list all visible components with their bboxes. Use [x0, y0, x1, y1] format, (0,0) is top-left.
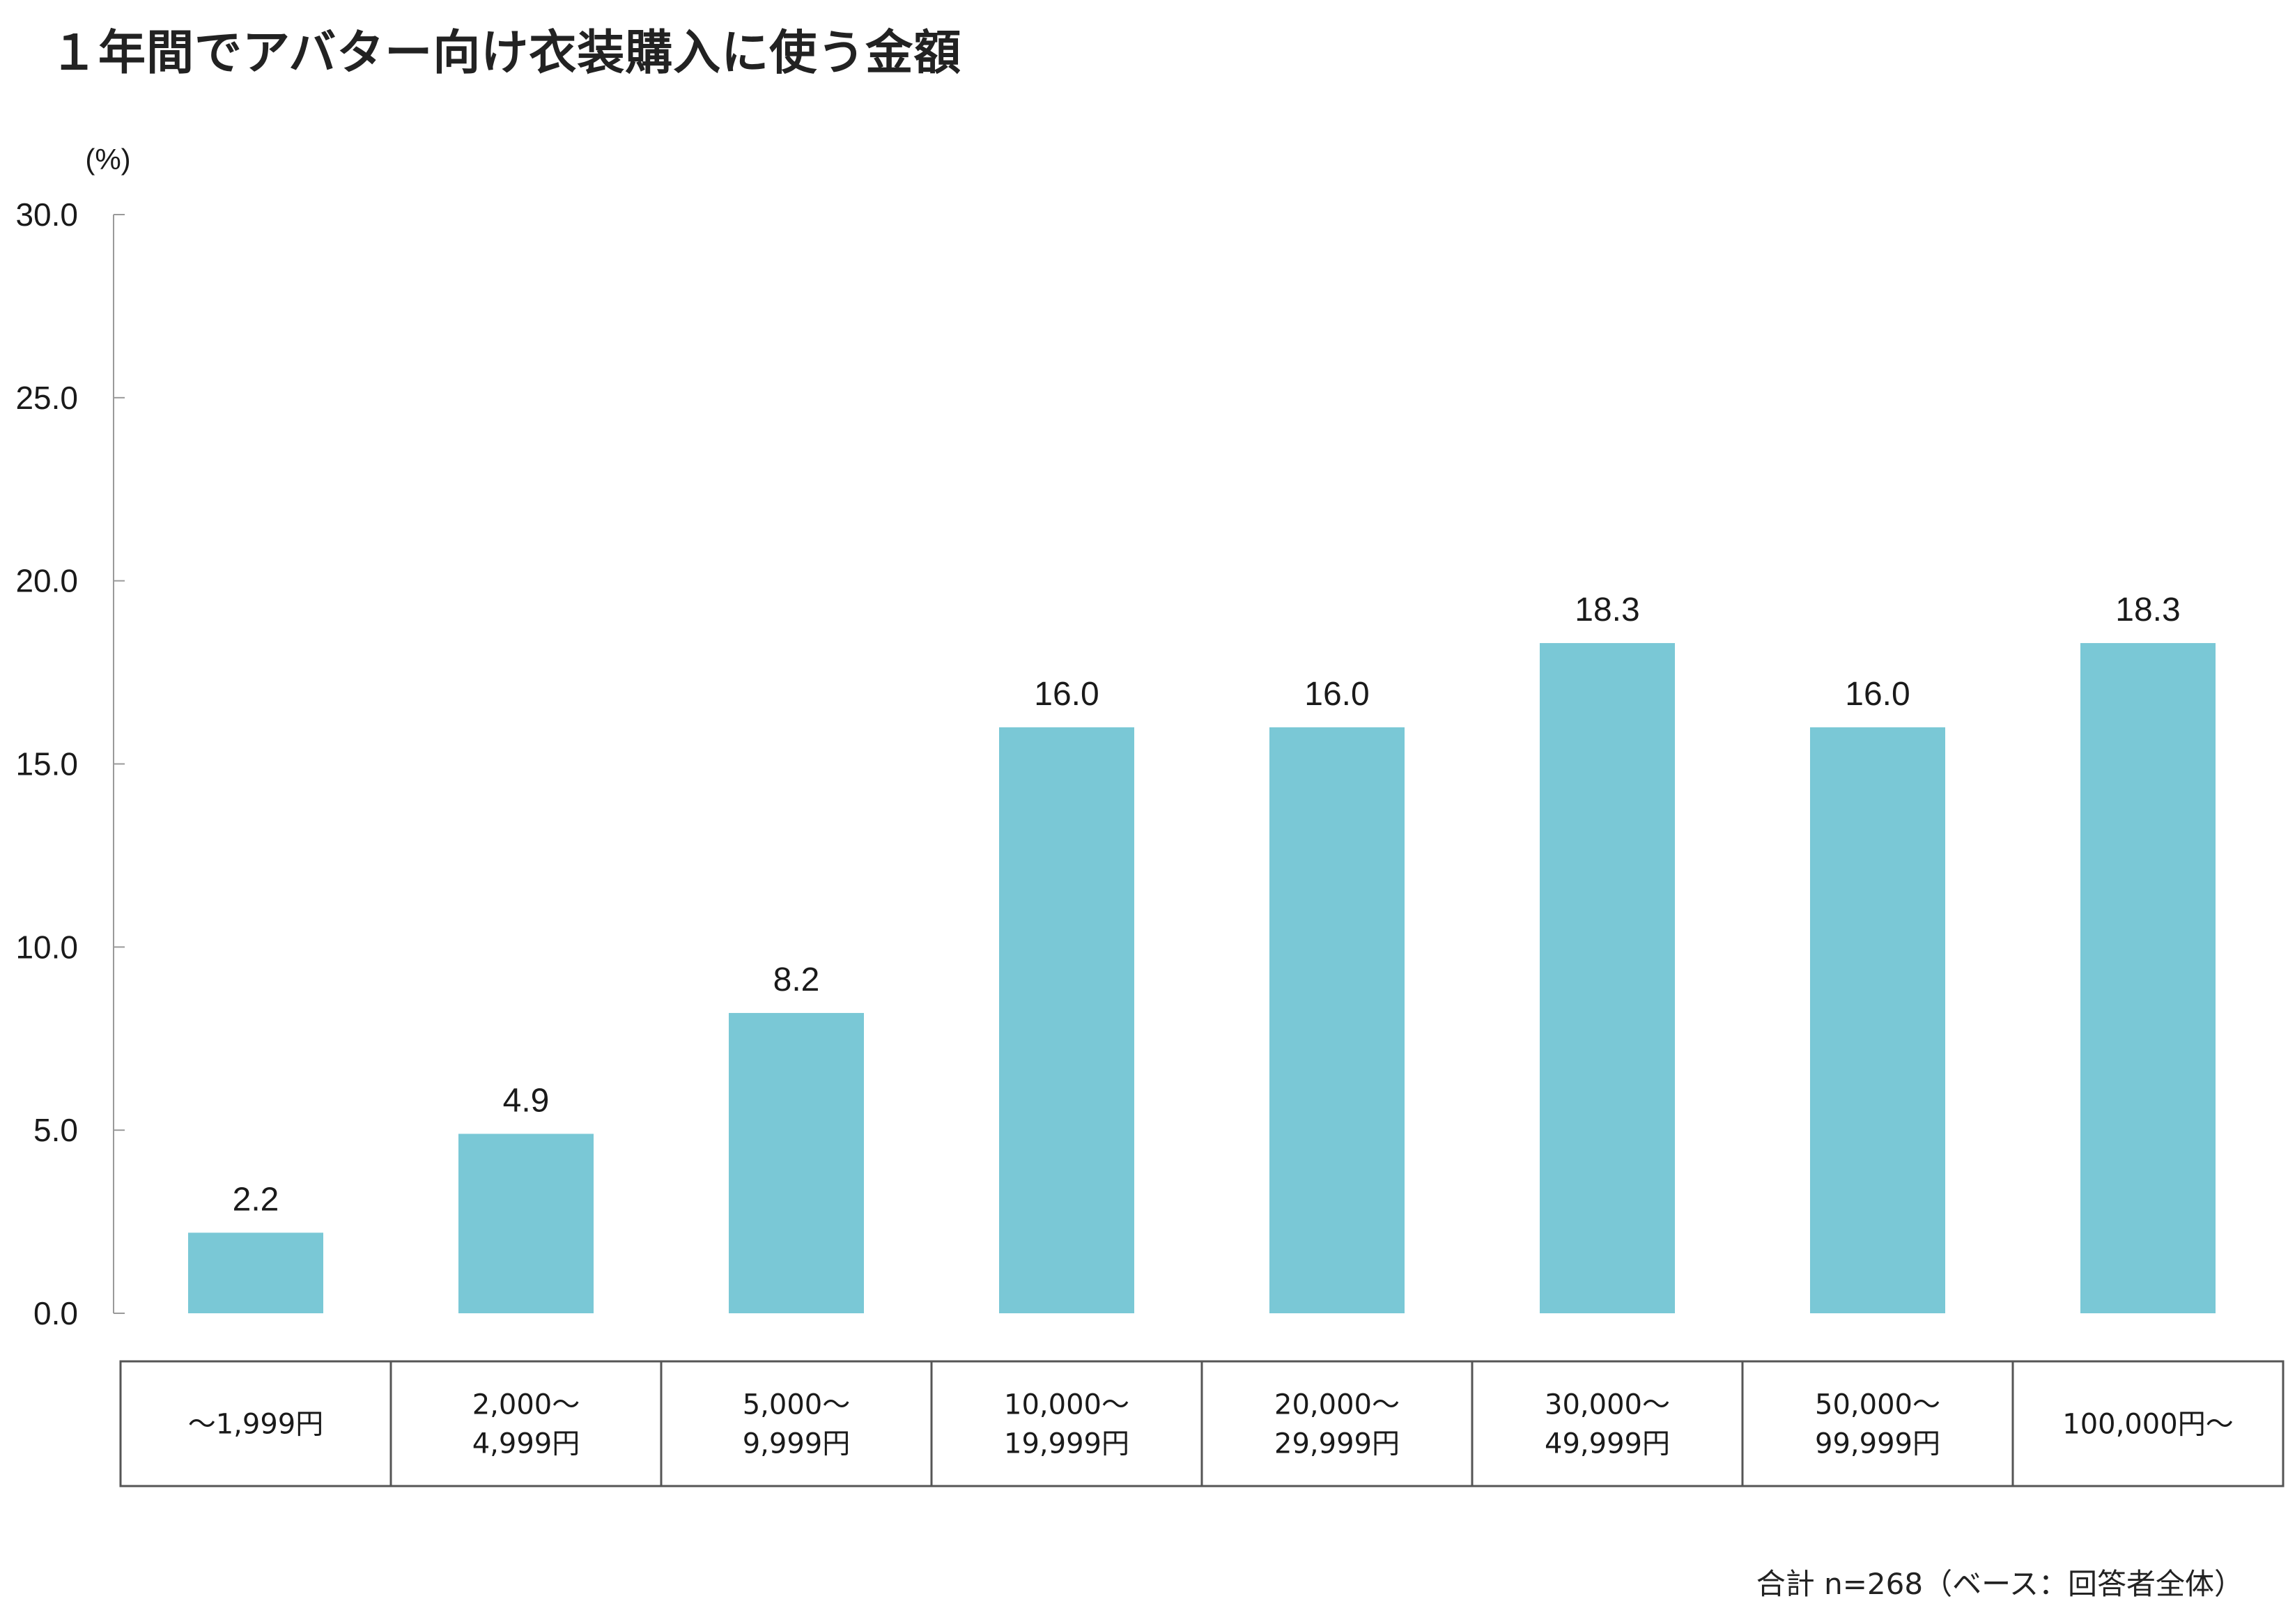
data-labels: 2.2 4.9 8.2 16.0 16.0 18.3 16.0 18.3 — [233, 591, 2181, 1218]
category-label: 5,000～ — [743, 1389, 851, 1421]
bar — [1810, 727, 1945, 1313]
y-axis-unit-label: (%) — [85, 143, 130, 176]
data-label: 18.3 — [2115, 591, 2180, 628]
category-table: ～1,999円 2,000～ 4,999円 5,000～ 9,999円 10,000～ 19… — [119, 1360, 2285, 1487]
chart-title: １年間でアバター向け衣装購入に使う金額 — [50, 26, 962, 81]
y-tick-label: 10.0 — [15, 929, 78, 965]
bar — [2080, 643, 2216, 1313]
category-label: 30,000～ — [1545, 1389, 1670, 1421]
bar — [1540, 643, 1675, 1313]
footnote: 合計 n=268（ベース：回答者全体） — [1756, 1567, 2243, 1601]
category-label: 20,000～ — [1274, 1389, 1400, 1421]
bars — [188, 643, 2216, 1313]
y-tick-label: 30.0 — [15, 196, 78, 233]
category-label: ～1,999円 — [188, 1409, 324, 1441]
category-label: 29,999円 — [1274, 1428, 1400, 1460]
bar — [188, 1232, 323, 1313]
y-axis: 0.0 5.0 10.0 15.0 20.0 25.0 30.0 — [15, 196, 125, 1331]
data-label: 16.0 — [1304, 676, 1369, 713]
category-label: 10,000～ — [1004, 1389, 1129, 1421]
category-label: 19,999円 — [1004, 1428, 1129, 1460]
data-label: 2.2 — [233, 1181, 279, 1218]
data-label: 8.2 — [773, 961, 820, 998]
bar — [458, 1134, 594, 1313]
category-label: 4,999円 — [472, 1428, 580, 1460]
y-tick-label: 15.0 — [15, 746, 78, 782]
y-tick-label: 20.0 — [15, 563, 78, 599]
category-label: 100,000円～ — [2062, 1409, 2233, 1441]
data-label: 16.0 — [1845, 676, 1910, 713]
data-label: 16.0 — [1034, 676, 1099, 713]
category-label: 49,999円 — [1545, 1428, 1670, 1460]
y-tick-label: 25.0 — [15, 380, 78, 416]
category-label: 9,999円 — [743, 1428, 851, 1460]
category-label: 2,000～ — [472, 1389, 580, 1421]
data-label: 18.3 — [1575, 591, 1639, 628]
y-tick-label: 0.0 — [33, 1295, 78, 1331]
category-label: 50,000～ — [1815, 1389, 1940, 1421]
data-label: 4.9 — [503, 1082, 550, 1119]
y-tick-label: 5.0 — [33, 1112, 78, 1148]
bar — [999, 727, 1134, 1313]
bar — [729, 1012, 864, 1313]
bar — [1269, 727, 1405, 1313]
category-label: 99,999円 — [1815, 1428, 1940, 1460]
